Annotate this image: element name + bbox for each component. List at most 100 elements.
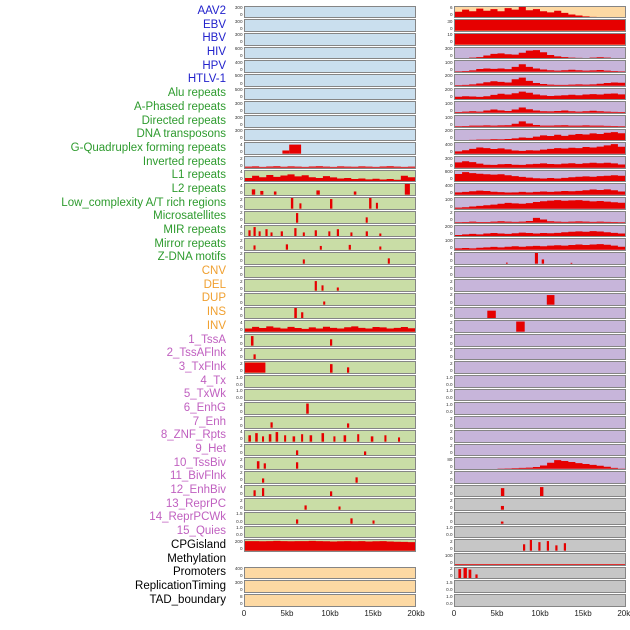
column-spacer — [416, 197, 440, 211]
track-row: Z-DNA motifs 2 0 4 0 — [2, 251, 630, 265]
track-label: MIR repeats — [163, 224, 226, 236]
y-tick-min: 0 — [449, 39, 453, 45]
y-tick-min: 0 — [449, 340, 453, 346]
signal-area — [323, 301, 326, 305]
y-axis-ticks: 200 0 — [440, 87, 454, 101]
y-tick-min: 0 — [449, 12, 453, 18]
track-panel — [454, 292, 626, 306]
track-panel — [454, 251, 626, 265]
y-axis-ticks: 80 0 — [440, 457, 454, 471]
track-panel — [244, 142, 416, 156]
y-tick-min: 0 — [239, 176, 243, 182]
y-tick-min: 0.0 — [236, 532, 243, 538]
track-panel — [244, 224, 416, 238]
y-tick-min: 0 — [239, 477, 243, 483]
track-label: 1_TssA — [188, 333, 226, 346]
track-panel — [454, 265, 626, 279]
track-panel — [244, 238, 416, 251]
y-tick-max: 1.0 — [236, 525, 243, 531]
y-axis-ticks: 400 0 — [231, 60, 244, 74]
y-tick-max: 4 — [239, 319, 243, 325]
track-panel — [454, 580, 626, 594]
track-panel — [454, 525, 626, 539]
signal-area — [455, 6, 625, 18]
y-axis-ticks: 300 0 — [231, 580, 244, 594]
y-tick-min: 0.0 — [446, 409, 453, 415]
track-panel — [244, 566, 416, 580]
y-tick-max: 2 — [239, 401, 243, 407]
column-spacer — [416, 5, 440, 19]
y-tick-max: 2 — [449, 210, 453, 216]
track-panel — [244, 19, 416, 32]
y-tick-max: 2 — [239, 415, 243, 421]
track-panel — [454, 238, 626, 251]
x-axis: 0 5kb 10kb 15kb 20kb — [452, 607, 630, 623]
track-label: A-Phased repeats — [133, 100, 226, 113]
track-label: Microsatellites — [153, 210, 226, 223]
x-tick: 10kb — [321, 609, 339, 619]
signal-area — [516, 321, 525, 332]
y-tick-min: 0 — [449, 326, 453, 332]
signal-area — [500, 506, 504, 510]
column-spacer — [416, 375, 440, 389]
y-tick-max: 400 — [234, 566, 243, 572]
track-panel — [454, 334, 626, 347]
y-tick-max: 100 — [444, 59, 453, 65]
y-tick-max: 2 — [239, 155, 243, 161]
track-panel — [454, 375, 626, 388]
column-spacer — [416, 87, 440, 101]
y-tick-min: 0 — [449, 573, 453, 579]
y-tick-max: 2 — [449, 511, 453, 517]
track-row: INS 4 0 2 0 — [2, 306, 630, 320]
track-panel — [244, 32, 416, 46]
y-tick-max: 1.0 — [446, 374, 453, 380]
y-tick-max: 2 — [449, 538, 453, 544]
track-row: Directed repeats 300 0 100 0 — [2, 115, 630, 129]
track-panel — [244, 197, 416, 210]
column-spacer — [416, 115, 440, 129]
axis-spacer — [2, 607, 244, 623]
y-tick-max: 2 — [239, 347, 243, 353]
track-label: 8_ZNF_Rpts — [160, 429, 226, 442]
column-spacer — [416, 292, 440, 306]
track-panel — [454, 402, 626, 416]
track-label: 14_ReprPCWk — [149, 511, 226, 524]
track-panel — [244, 60, 416, 73]
track-panel — [244, 388, 416, 402]
y-tick-max: 2 — [239, 196, 243, 202]
track-panel — [454, 224, 626, 238]
y-axis-ticks: 400 0 — [440, 183, 454, 197]
y-tick-max: 4 — [239, 224, 243, 229]
track-label: 6_EnhG — [183, 401, 226, 414]
y-tick-min: 0 — [449, 463, 453, 469]
y-tick-max: 100 — [444, 114, 453, 120]
y-tick-max: 300 — [234, 32, 243, 38]
signal-area — [306, 403, 309, 415]
track-panel — [454, 347, 626, 361]
track-label: HTLV-1 — [187, 73, 226, 86]
track-label: 10_TssBiv — [173, 456, 226, 469]
track-label: 11_BivFlnk — [169, 470, 226, 483]
track-row: CPGisland 200 0 2 0 — [2, 539, 630, 553]
y-tick-max: 300 — [234, 5, 243, 10]
y-tick-max: 300 — [444, 155, 453, 161]
y-tick-min: 0 — [239, 66, 243, 72]
y-tick-min: 0 — [449, 244, 453, 250]
signal-area — [455, 20, 625, 31]
y-tick-max: 2 — [449, 443, 453, 448]
y-tick-max: 2 — [449, 429, 453, 435]
y-tick-max: 6 — [449, 5, 453, 10]
signal-area — [294, 307, 304, 319]
y-tick-min: 0 — [449, 148, 453, 154]
y-tick-max: 100 — [444, 237, 453, 243]
x-axis-row: 0 5kb 10kb 15kb 20kb 0 5kb 10kb 15kb 20kb — [2, 607, 630, 623]
